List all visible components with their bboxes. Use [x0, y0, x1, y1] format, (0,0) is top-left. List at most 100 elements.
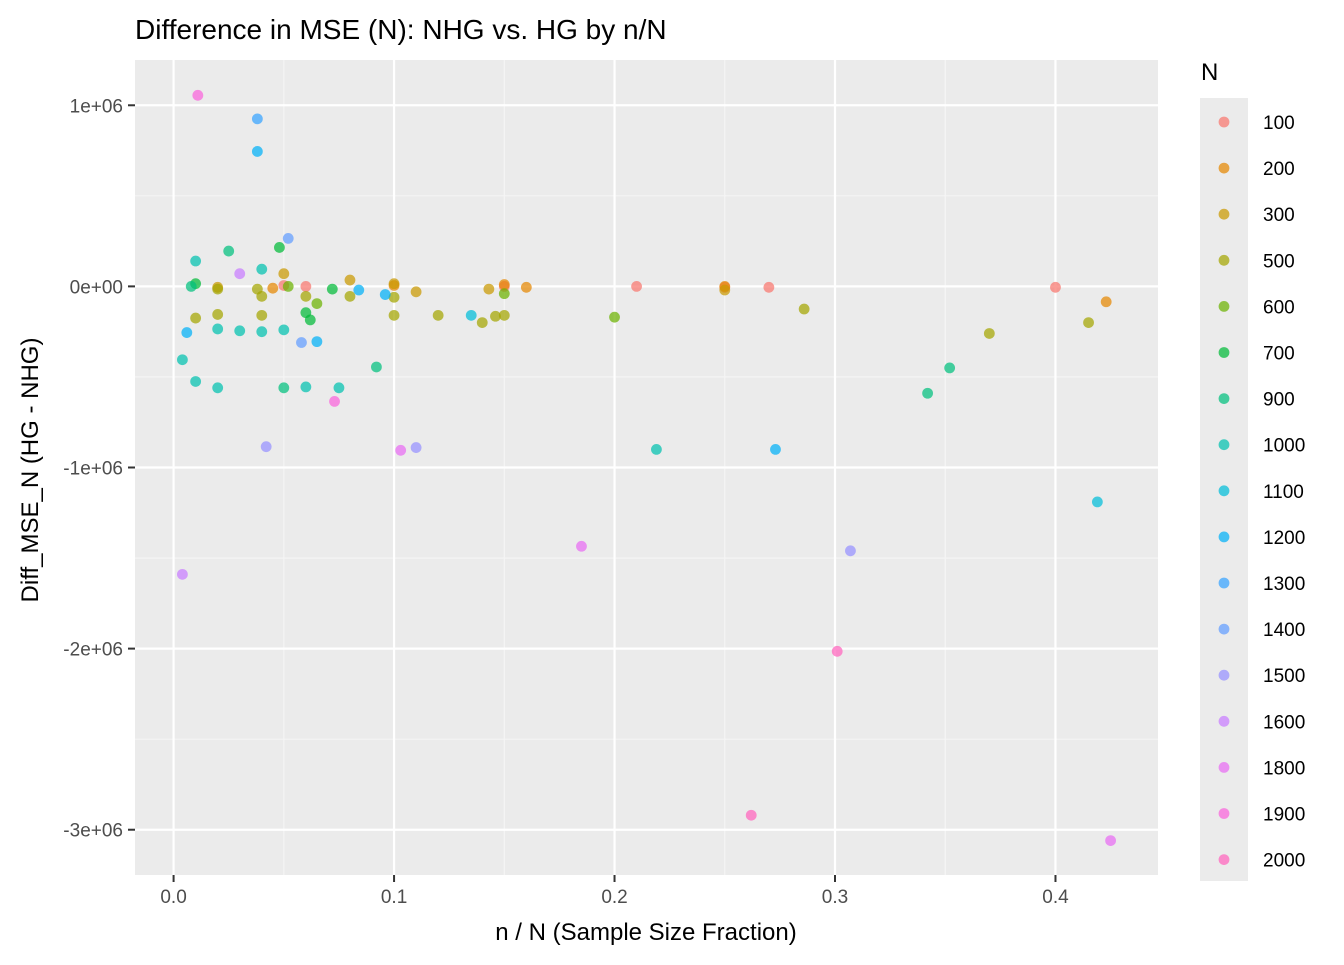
legend-label-N600: 600: [1263, 297, 1295, 318]
chart-title: Difference in MSE (N): NHG vs. HG by n/N: [135, 14, 667, 45]
data-point-N2000: [831, 645, 843, 657]
x-tick-label: 0.2: [601, 887, 627, 908]
legend-key-N900: [1218, 393, 1230, 404]
data-point-N300: [483, 283, 495, 295]
data-point-N1000: [256, 326, 268, 338]
data-point-N500: [256, 290, 268, 302]
x-tick-label: 0.4: [1042, 887, 1069, 908]
legend-label-N500: 500: [1263, 251, 1295, 272]
data-point-N500: [476, 317, 488, 329]
legend-key-N100: [1218, 116, 1230, 128]
data-point-N1600: [177, 568, 188, 580]
data-point-N1900: [329, 395, 340, 407]
data-points: [177, 89, 1116, 846]
data-point-N1000: [190, 376, 202, 387]
data-point-N1400: [296, 337, 307, 348]
y-axis-ticks: 1e+06 0e+00 -1e+06 -2e+06 -3e+06: [63, 96, 135, 842]
data-point-N600: [609, 311, 620, 323]
data-point-N1200: [181, 327, 193, 338]
data-point-N1100: [1091, 496, 1103, 508]
data-point-N700: [326, 283, 338, 295]
legend-key-N1500: [1218, 669, 1230, 681]
y-tick-label: 0e+00: [70, 277, 123, 298]
x-tick-label: 0.1: [381, 887, 407, 908]
data-point-N900: [922, 387, 934, 399]
legend-key-N300: [1218, 208, 1230, 220]
data-point-N1500: [410, 442, 422, 453]
legend-label-N200: 200: [1263, 159, 1295, 180]
data-point-N1200: [251, 146, 263, 157]
legend-label-N1400: 1400: [1263, 620, 1305, 641]
legend-key-N1200: [1218, 531, 1230, 543]
data-point-N1500: [260, 441, 272, 453]
data-point-N500: [983, 328, 995, 339]
data-point-N500: [490, 310, 501, 322]
data-point-N200: [1100, 296, 1112, 308]
data-point-N600: [282, 280, 294, 292]
data-point-N1300: [251, 113, 263, 125]
data-point-N900: [223, 245, 235, 257]
data-point-N1400: [282, 232, 294, 244]
data-point-N100: [300, 280, 312, 292]
legend-label-N1100: 1100: [1263, 482, 1304, 503]
x-axis-title: n / N (Sample Size Fraction): [495, 919, 796, 946]
data-point-N1800: [1105, 835, 1116, 846]
y-tick-label: 1e+06: [70, 96, 123, 117]
legend-label-N300: 300: [1263, 205, 1295, 226]
data-point-N500: [498, 309, 510, 321]
legend-key-N600: [1218, 301, 1230, 312]
data-point-N1900: [192, 89, 204, 101]
data-point-N300: [344, 274, 356, 286]
data-point-N1200: [379, 289, 391, 300]
data-point-N600: [498, 288, 510, 300]
data-point-N1800: [395, 444, 407, 456]
legend-label-N1500: 1500: [1263, 666, 1305, 687]
x-tick-label: 0.3: [822, 887, 848, 908]
y-tick-label: -1e+06: [63, 459, 123, 480]
x-tick-label: 0.0: [160, 887, 186, 908]
data-point-N200: [498, 279, 510, 290]
data-point-N500: [300, 290, 312, 302]
data-point-N2000: [745, 809, 757, 821]
legend-title: N: [1201, 59, 1218, 86]
y-tick-label: -3e+06: [63, 821, 123, 842]
data-point-N1000: [190, 255, 202, 267]
data-point-N1200: [311, 336, 323, 348]
data-point-N1100: [465, 309, 477, 321]
data-point-N1200: [353, 284, 365, 296]
data-point-N500: [212, 309, 224, 320]
data-point-N500: [190, 312, 202, 324]
data-point-N300: [719, 284, 731, 296]
legend-key-N500: [1218, 254, 1230, 266]
data-point-N100: [1050, 281, 1061, 293]
data-point-N1000: [651, 443, 662, 455]
legend-key-N2000: [1218, 854, 1230, 865]
data-point-N1000: [234, 325, 246, 337]
legend-label-N100: 100: [1263, 113, 1295, 134]
data-point-N1200: [770, 443, 781, 455]
data-point-N900: [371, 361, 382, 373]
data-point-N100: [631, 280, 642, 292]
legend-label-N2000: 2000: [1263, 851, 1305, 872]
legend-label-N1600: 1600: [1263, 712, 1305, 733]
y-axis-title: Diff_MSE_N (HG - NHG): [17, 338, 44, 603]
legend-key-N1600: [1218, 715, 1230, 727]
data-point-N300: [388, 278, 400, 290]
legend-key-N1400: [1218, 623, 1230, 635]
legend-key-N1900: [1218, 808, 1230, 819]
legend-key-N1100: [1218, 485, 1230, 497]
legend-label-N1000: 1000: [1263, 436, 1305, 457]
data-point-N1500: [845, 545, 856, 557]
legend-key-N1800: [1218, 762, 1230, 773]
data-point-N1000: [212, 382, 224, 394]
data-point-N1000: [278, 324, 290, 336]
legend-label-N1200: 1200: [1263, 528, 1305, 549]
data-point-N1000: [300, 381, 312, 393]
data-point-N500: [432, 309, 444, 321]
legend-key-N1000: [1218, 439, 1230, 451]
legend-label-N700: 700: [1263, 344, 1295, 365]
data-point-N300: [278, 268, 290, 280]
legend-key-N700: [1218, 347, 1230, 358]
data-point-N500: [212, 283, 224, 295]
